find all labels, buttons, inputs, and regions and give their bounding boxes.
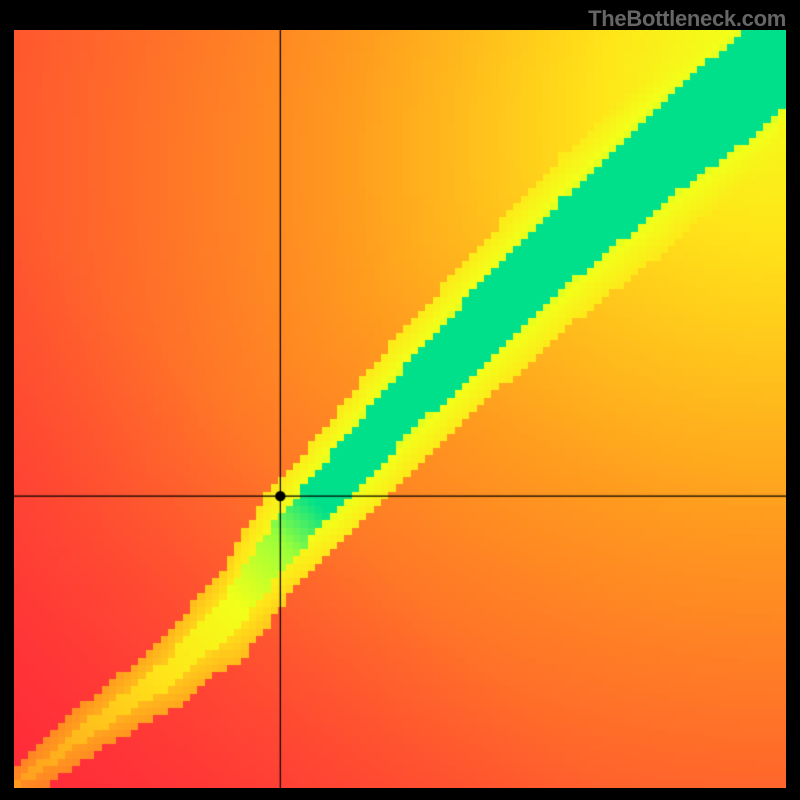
chart-container: { "meta": { "source_watermark": "TheBott… xyxy=(0,0,800,800)
bottleneck-heatmap xyxy=(14,30,786,788)
watermark-text: TheBottleneck.com xyxy=(588,6,786,32)
